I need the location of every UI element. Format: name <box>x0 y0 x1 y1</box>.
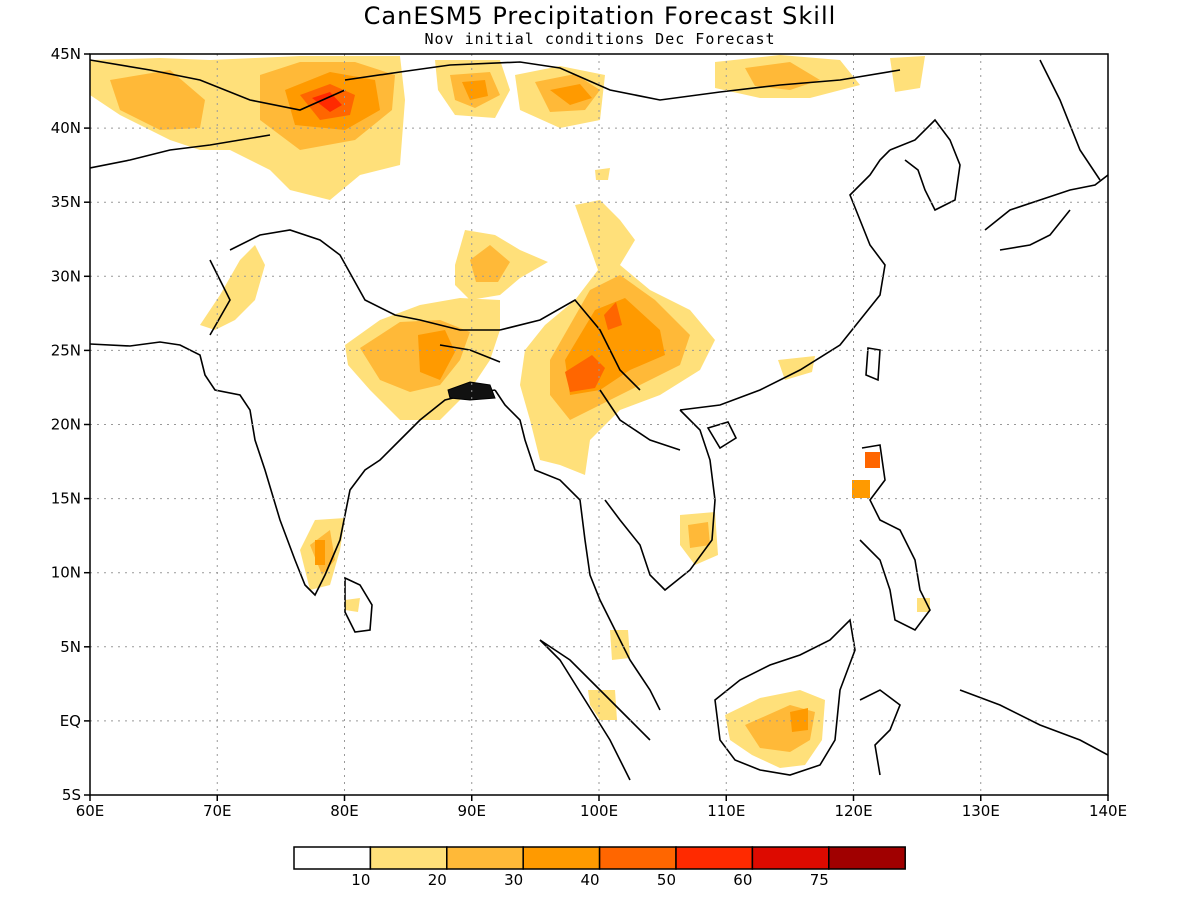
colorbar-swatch <box>522 846 601 870</box>
colorbar-label: 20 <box>428 871 447 889</box>
colorbar-label: 50 <box>657 871 676 889</box>
colorbar-label: 60 <box>733 871 752 889</box>
lon-tick-label: 100E <box>580 802 618 820</box>
colorbar-swatch <box>751 846 830 870</box>
colorbar-swatch <box>446 846 524 870</box>
lat-tick-label: 35N <box>51 193 81 211</box>
skill-shading <box>90 55 930 768</box>
lat-tick-label: 15N <box>51 490 81 508</box>
lon-tick-label: 140E <box>1089 802 1127 820</box>
colorbar-label: 30 <box>504 871 523 889</box>
colorbar-swatch <box>293 846 372 870</box>
colorbar: 10 20 30 40 50 60 75 <box>293 846 906 889</box>
lon-tick-label: 120E <box>834 802 872 820</box>
colorbar-label: 40 <box>581 871 600 889</box>
lat-tick-label: 30N <box>51 267 81 285</box>
longitude-axis: 60E 70E 80E 90E 100E 110E 120E 130E 140E <box>76 795 1127 820</box>
lat-tick-label: EQ <box>60 712 81 730</box>
colorbar-swatch <box>675 846 754 870</box>
lon-tick-label: 70E <box>203 802 232 820</box>
gridlines <box>90 54 1108 795</box>
colorbar-swatch <box>828 846 906 870</box>
colorbar-swatch <box>598 846 677 870</box>
lon-tick-label: 130E <box>962 802 1000 820</box>
colorbar-label: 10 <box>351 871 370 889</box>
lat-tick-label: 40N <box>51 119 81 137</box>
colorbar-swatch <box>369 846 448 870</box>
lat-tick-label: 5N <box>60 638 81 656</box>
lat-tick-label: 25N <box>51 341 81 359</box>
latitude-axis: 5S EQ 5N 10N 15N 20N 25N 30N 35N 40N 45N <box>51 45 90 804</box>
lat-tick-label: 10N <box>51 564 81 582</box>
lat-tick-label: 20N <box>51 416 81 434</box>
colorbar-label: 75 <box>810 871 829 889</box>
lon-tick-label: 110E <box>707 802 745 820</box>
lon-tick-label: 60E <box>76 802 105 820</box>
chart-title: CanESM5 Precipitation Forecast Skill <box>363 2 837 30</box>
chart-subtitle: Nov initial conditions Dec Forecast <box>424 30 776 48</box>
lon-tick-label: 90E <box>457 802 486 820</box>
lat-tick-label: 5S <box>62 786 81 804</box>
lat-tick-label: 45N <box>51 45 81 63</box>
coastlines <box>90 59 1108 781</box>
lon-tick-label: 80E <box>330 802 359 820</box>
